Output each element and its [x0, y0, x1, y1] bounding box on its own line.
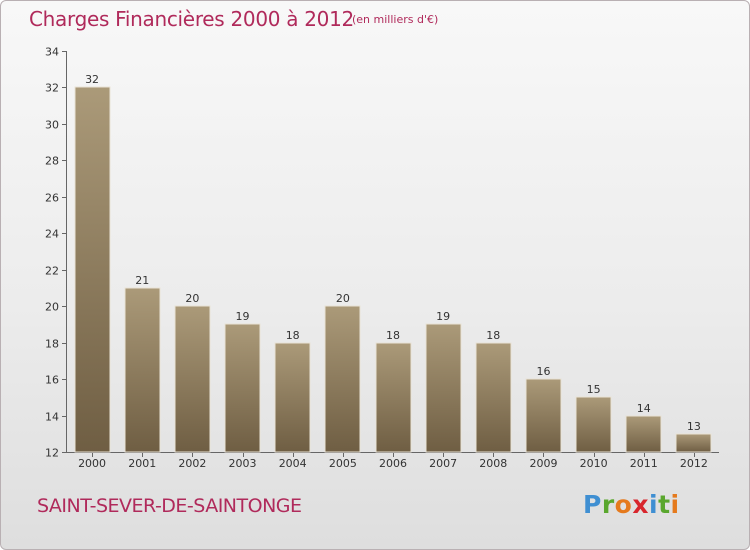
chart-title: Charges Financières 2000 à 2012 — [29, 7, 354, 31]
logo-letter: i — [670, 490, 680, 519]
bar — [525, 378, 562, 453]
y-tick-label: 20 — [45, 301, 59, 314]
x-tick-label: 2000 — [78, 457, 106, 470]
commune-name: SAINT-SEVER-DE-SAINTONGE — [37, 495, 302, 517]
bar — [625, 415, 662, 453]
bar — [375, 342, 412, 453]
bar — [224, 323, 261, 453]
x-tick-label: 2011 — [630, 457, 658, 470]
x-tick-label: 2009 — [529, 457, 557, 470]
x-tick-label: 2010 — [580, 457, 608, 470]
chart-labels: 12 14 16 18 20 22 24 26 28 30 32 34 32 2000 21 2001 20 20… — [45, 46, 708, 471]
x-tick-label: 2001 — [128, 457, 156, 470]
bar-value-label: 20 — [336, 292, 350, 305]
logo-letter: x — [632, 490, 649, 519]
x-tick-label: 2012 — [680, 457, 708, 470]
x-tick-label: 2003 — [229, 457, 257, 470]
x-tick-label: 2008 — [479, 457, 507, 470]
logo-letter: i — [649, 490, 659, 519]
bar — [174, 305, 211, 453]
bar-value-label: 19 — [236, 310, 250, 323]
bar — [74, 86, 111, 453]
bar — [575, 396, 612, 453]
bar — [124, 287, 161, 453]
y-tick-label: 30 — [45, 119, 59, 132]
bar-value-label: 32 — [85, 73, 99, 86]
y-tick-label: 18 — [45, 338, 59, 351]
bar-value-label: 21 — [135, 274, 149, 287]
bar-value-label: 19 — [436, 310, 450, 323]
bar-value-label: 16 — [536, 365, 550, 378]
bar-value-label: 18 — [486, 329, 500, 342]
bar-value-label: 14 — [637, 402, 651, 415]
logo-letter: r — [601, 490, 615, 519]
bar-value-label: 18 — [386, 329, 400, 342]
bar-value-label: 13 — [687, 420, 701, 433]
y-tick-label: 32 — [45, 82, 59, 95]
chart-unit: (en milliers d'€) — [352, 13, 439, 26]
x-tick-label: 2007 — [429, 457, 457, 470]
y-tick-label: 26 — [45, 192, 59, 205]
logo-letter: P — [583, 490, 602, 519]
bar — [324, 305, 361, 453]
logo-letter: o — [614, 490, 633, 519]
y-tick-label: 22 — [45, 265, 59, 278]
y-tick-label: 14 — [45, 411, 59, 424]
y-tick-label: 28 — [45, 155, 59, 168]
bar — [675, 433, 712, 453]
bar-value-label: 18 — [286, 329, 300, 342]
chart-bars — [74, 86, 712, 453]
x-tick-label: 2005 — [329, 457, 357, 470]
y-tick-label: 34 — [45, 46, 59, 59]
logo-letter: t — [658, 490, 671, 519]
y-tick-label: 12 — [45, 447, 59, 460]
bar — [475, 342, 512, 453]
bar-value-label: 20 — [185, 292, 199, 305]
x-tick-label: 2006 — [379, 457, 407, 470]
bar — [425, 323, 462, 453]
proxiti-logo: Proxiti — [583, 490, 680, 519]
x-tick-label: 2004 — [279, 457, 307, 470]
bar-value-label: 15 — [587, 383, 601, 396]
y-tick-label: 16 — [45, 374, 59, 387]
x-tick-label: 2002 — [178, 457, 206, 470]
bar — [274, 342, 311, 453]
y-tick-label: 24 — [45, 228, 59, 241]
